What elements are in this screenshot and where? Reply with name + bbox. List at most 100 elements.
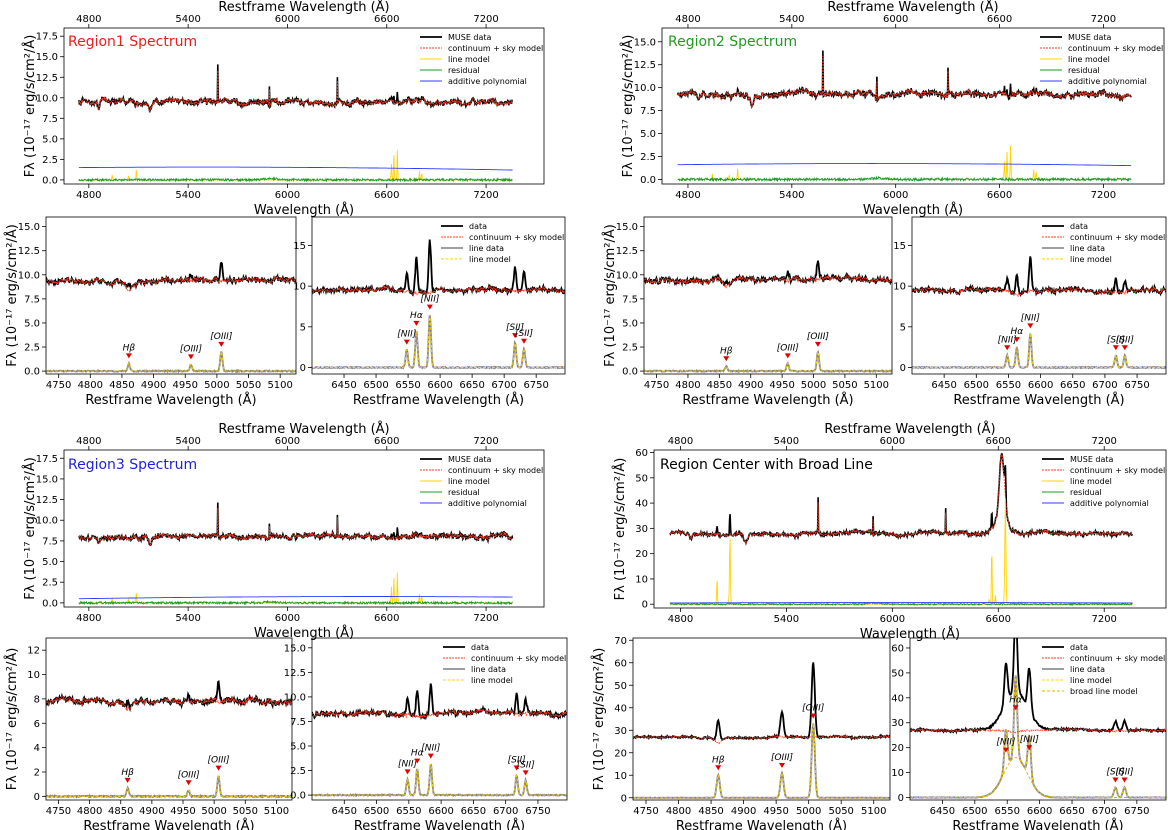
line-label: [OIII] (777, 343, 800, 353)
series-line-model (46, 775, 292, 797)
series-muse-data (676, 50, 1132, 110)
y-tick-label: 60 (635, 448, 648, 459)
top-tick-label: 7200 (473, 14, 498, 25)
line-label: [NII] (998, 335, 1018, 345)
series-line-model (46, 350, 296, 372)
series-residual (78, 176, 513, 183)
series-continuum-model (912, 285, 1166, 298)
y-tick-label: 12.5 (616, 246, 638, 257)
x-tick-label: 6550 (994, 806, 1019, 817)
series-line-model (669, 498, 1133, 605)
line-marker (521, 338, 528, 344)
axes-frame (909, 637, 1167, 801)
x-tick-label: 6600 (1028, 380, 1053, 391)
y-tick-label: 12 (27, 646, 40, 657)
x-tick-label: 7200 (473, 190, 498, 201)
line-label: [OIII] (802, 704, 825, 714)
y-tick-label: 0 (621, 793, 627, 804)
axes-frame (63, 27, 545, 185)
legend-label: line model (469, 255, 511, 264)
line-marker (810, 713, 817, 719)
chart-r2-red: [NII]Hα[NII][SII][SII]6450 6500 6550 6600 66… (893, 216, 1167, 408)
top-tick-label: 7200 (1091, 436, 1116, 447)
legend: data continuum + sky model line data line m… (1042, 222, 1165, 264)
y-tick-label: 15.0 (284, 643, 306, 654)
legend-label: continuum + sky model (448, 466, 543, 475)
plot-area (78, 64, 513, 183)
x-tick-label: 5050 (236, 380, 261, 391)
series-continuum-model (669, 453, 1133, 545)
line-label: [OIII] (178, 770, 201, 780)
x-tick-label: 4950 (173, 380, 198, 391)
y-tick-label: 2.5 (24, 343, 40, 354)
x-tick-label: 5100 (864, 380, 889, 391)
axes-frame (45, 637, 293, 801)
legend-label: line model (1070, 477, 1112, 486)
top-tick-label: 4800 (675, 14, 700, 25)
x-tick-label: 6750 (525, 806, 550, 817)
chart-r2-main: 4800 5400 6000 6600 7200 0.0 2.5 5.0 7.5 10.0 12.5… (620, 0, 1165, 218)
chart-r2-blue: Hβ [OIII] [OIII] 4750 4800 4850 4900 4950 5000 50… (602, 216, 893, 408)
y-tick-label: 30 (635, 524, 648, 535)
plot-area (46, 680, 292, 799)
line-marker (512, 333, 519, 339)
top-tick-label: 4800 (76, 436, 101, 447)
legend-label: continuum + sky model (1070, 466, 1165, 475)
y-tick-label: 0 (898, 793, 904, 804)
line-label: [OIII] (207, 756, 230, 766)
top-tick-label: 5400 (774, 436, 799, 447)
x-tick-label: 6650 (459, 380, 484, 391)
y-tick-label: 0.0 (24, 367, 40, 378)
line-label: Hβ (123, 343, 136, 353)
line-marker (1121, 777, 1128, 783)
y-tick-label: 20 (635, 549, 648, 560)
chart-rc-blue: Hβ [OIII] [OIII] 4750 4800 4850 4900 4950 5000 50… (591, 636, 891, 830)
axes-frame (643, 216, 893, 375)
line-marker (1112, 345, 1119, 351)
line-label: [SII] (1107, 335, 1126, 345)
x-tick-label: 6600 (374, 190, 399, 201)
x-tick-label: 6600 (987, 190, 1012, 201)
line-marker (1002, 747, 1009, 753)
legend-label: continuum + sky model (1070, 654, 1165, 663)
x-tick-label: 6550 (395, 380, 420, 391)
x-tick-label: 6600 (1027, 806, 1052, 817)
line-marker (218, 341, 225, 347)
series-continuum-model (312, 707, 567, 720)
line-label: [NII] (1020, 735, 1040, 745)
y-tick-label: 7.5 (622, 294, 638, 305)
y-axis-label: Fλ (10⁻¹⁷ erg/s/cm²/Å) (612, 458, 628, 601)
series-line-data (633, 723, 890, 799)
x-tick-label: 5100 (267, 380, 292, 391)
legend-label: line model (448, 55, 490, 64)
x-tick-label: 4800 (76, 190, 101, 201)
x-tick-label: 5400 (175, 613, 200, 624)
series-line-model (312, 314, 565, 368)
x-tick-label: 6750 (1124, 380, 1149, 391)
y-tick-label: 8 (34, 694, 40, 705)
series-residual (78, 599, 513, 606)
line-marker (404, 769, 411, 775)
x-tick-label: 4750 (46, 380, 71, 391)
x-tick-label: 4950 (170, 806, 195, 817)
line-label: Hβ (720, 346, 733, 356)
line-label: [NII] (397, 330, 417, 340)
line-marker (215, 765, 222, 771)
x-tick-label: 4800 (666, 806, 691, 817)
y-tick-label: 15.0 (18, 222, 40, 233)
line-marker (784, 353, 791, 359)
x-tick-label: 4750 (644, 380, 669, 391)
y-tick-label: 7.5 (24, 294, 40, 305)
legend-label: data (1070, 643, 1088, 652)
y-tick-label: 15 (893, 241, 906, 252)
y-tick-label: 60 (614, 658, 627, 669)
top-tick-label: 4800 (76, 14, 101, 25)
line-marker (124, 777, 131, 783)
plot-area (910, 638, 1166, 799)
x-tick-label: 7200 (473, 613, 498, 624)
legend: MUSE data continuum + sky model line model… (420, 33, 543, 86)
x-tick-label: 6450 (331, 380, 356, 391)
y-tick-label: 12.5 (36, 73, 58, 84)
y-tick-label: 15.0 (36, 474, 58, 485)
line-label: [SII] (517, 760, 536, 770)
